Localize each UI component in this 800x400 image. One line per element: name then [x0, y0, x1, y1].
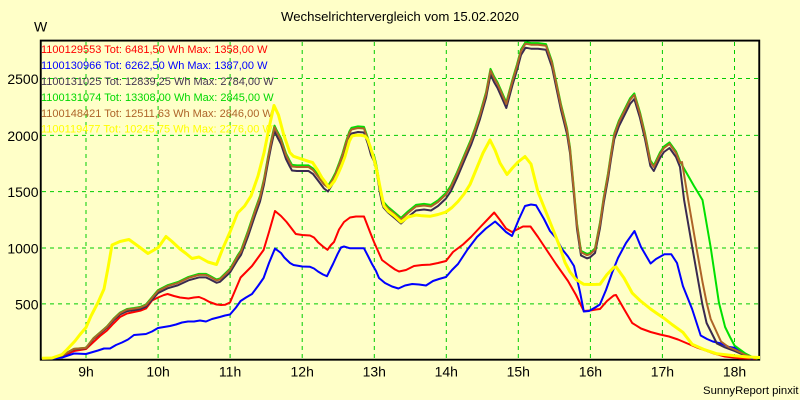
svg-text:10h: 10h: [146, 364, 169, 380]
svg-text:11h: 11h: [219, 364, 241, 380]
svg-text:SunnyReport pinxit: SunnyReport pinxit: [703, 385, 799, 397]
svg-text:16h: 16h: [579, 364, 602, 380]
svg-text:1100119477 Tot: 10245,75 Wh Ma: 1100119477 Tot: 10245,75 Wh Max: 2276,00…: [41, 124, 273, 136]
svg-text:15h: 15h: [507, 364, 530, 380]
svg-text:1100131025 Tot: 12839,25 Wh Ma: 1100131025 Tot: 12839,25 Wh Max: 2784,00…: [41, 76, 274, 88]
svg-text:W: W: [34, 19, 48, 35]
svg-text:17h: 17h: [651, 364, 674, 380]
svg-text:14h: 14h: [435, 364, 458, 380]
svg-text:2000: 2000: [7, 128, 38, 144]
svg-text:Wechselrichtervergleich vom 15: Wechselrichtervergleich vom 15.02.2020: [281, 9, 519, 24]
svg-text:1500: 1500: [7, 184, 38, 200]
svg-text:9h: 9h: [78, 364, 94, 380]
svg-text:1100129553 Tot: 6481,50 Wh Max: 1100129553 Tot: 6481,50 Wh Max: 1358,00 …: [41, 44, 268, 56]
svg-text:500: 500: [15, 296, 39, 312]
svg-text:1000: 1000: [7, 241, 38, 257]
svg-text:2500: 2500: [7, 71, 38, 87]
svg-text:1100131074 Tot: 13308,00 Wh Ma: 1100131074 Tot: 13308,00 Wh Max: 2845,00…: [41, 92, 274, 104]
svg-text:1100148421 Tot: 12511,63 Wh Ma: 1100148421 Tot: 12511,63 Wh Max: 2846,00…: [41, 108, 273, 120]
svg-text:1100130966 Tot: 6262,50 Wh Max: 1100130966 Tot: 6262,50 Wh Max: 1387,00 …: [41, 60, 268, 72]
svg-text:13h: 13h: [363, 364, 386, 380]
svg-text:12h: 12h: [291, 364, 314, 380]
svg-text:18h: 18h: [723, 364, 746, 380]
